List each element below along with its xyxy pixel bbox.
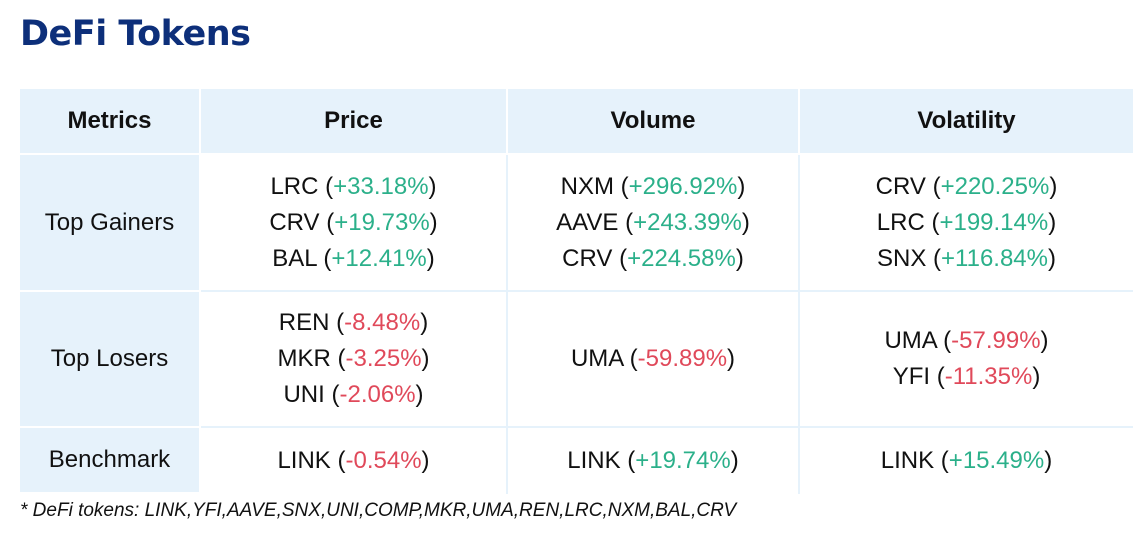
token-change: +199.14% <box>939 208 1049 236</box>
token-entry: YFI (-11.35%) <box>892 363 1041 390</box>
token-change: +33.18% <box>333 172 429 200</box>
volatility-cell: LINK (+15.49%) <box>800 428 1133 494</box>
price-cell: LINK (-0.54%) <box>201 428 508 494</box>
price-cell: LRC (+33.18%) CRV (+19.73%) BAL (+12.41%… <box>201 155 508 292</box>
token-change: +19.73% <box>334 208 430 236</box>
token-change: -0.54% <box>345 447 422 474</box>
row-label: Top Losers <box>20 292 201 428</box>
token-name: UNI <box>283 381 325 408</box>
footnote: * DeFi tokens: LINK,YFI,AAVE,SNX,UNI,COM… <box>20 500 737 521</box>
page-title: DeFi Tokens <box>20 14 251 54</box>
token-change: +243.39% <box>633 208 742 236</box>
token-change: -57.99% <box>951 327 1041 354</box>
header-metrics: Metrics <box>20 89 201 155</box>
token-change: +19.74% <box>635 447 731 474</box>
price-cell: REN (-8.48%) MKR (-3.25%) UNI (-2.06%) <box>201 292 508 428</box>
header-volume: Volume <box>508 89 800 155</box>
token-entry: CRV (+19.73%) <box>269 208 438 236</box>
token-name: UMA <box>884 327 937 354</box>
token-entry: LRC (+33.18%) <box>270 172 437 200</box>
token-change: -11.35% <box>944 363 1033 390</box>
row-top-losers: Top Losers REN (-8.48%) MKR (-3.25%) UNI… <box>20 292 1133 428</box>
token-name: CRV <box>269 208 320 236</box>
row-top-gainers: Top Gainers LRC (+33.18%) CRV (+19.73%) … <box>20 155 1133 292</box>
token-change: +15.49% <box>948 447 1045 474</box>
token-change: +220.25% <box>940 172 1050 200</box>
token-entry: SNX (+116.84%) <box>876 244 1056 272</box>
header-volatility: Volatility <box>800 89 1133 155</box>
volume-cell: LINK (+19.74%) <box>508 428 800 494</box>
token-change: +224.58% <box>627 244 736 272</box>
volatility-cell: UMA (-57.99%) YFI (-11.35%) <box>800 292 1133 428</box>
token-change: -3.25% <box>345 345 422 372</box>
token-name: LINK <box>277 447 331 474</box>
header-price: Price <box>201 89 508 155</box>
token-entry: AAVE (+243.39%) <box>556 208 750 236</box>
token-name: REN <box>278 309 330 336</box>
token-entry: UMA (-59.89%) <box>570 345 736 372</box>
volatility-cell: CRV (+220.25%) LRC (+199.14%) SNX (+116.… <box>800 155 1133 292</box>
token-change: -2.06% <box>339 381 416 408</box>
token-entry: LINK (+15.49%) <box>880 447 1053 474</box>
token-name: LINK <box>567 447 621 474</box>
token-entry: REN (-8.48%) <box>278 309 429 336</box>
token-change: +12.41% <box>331 244 427 272</box>
row-label: Benchmark <box>20 428 201 494</box>
token-change: +296.92% <box>628 172 738 200</box>
token-entry: MKR (-3.25%) <box>277 345 430 372</box>
token-name: YFI <box>892 363 931 390</box>
token-change: -8.48% <box>344 309 421 336</box>
token-name: CRV <box>875 172 926 200</box>
token-name: SNX <box>876 244 927 272</box>
token-change: -59.89% <box>637 345 728 372</box>
token-name: LINK <box>880 447 935 474</box>
token-entry: BAL (+12.41%) <box>272 244 435 272</box>
token-entry: UNI (-2.06%) <box>283 381 424 408</box>
token-entry: LRC (+199.14%) <box>876 208 1057 236</box>
token-name: BAL <box>272 244 317 272</box>
token-entry: LINK (+19.74%) <box>567 447 739 474</box>
token-change: +116.84% <box>941 244 1048 272</box>
row-label: Top Gainers <box>20 155 201 292</box>
token-entry: CRV (+220.25%) <box>875 172 1058 200</box>
volume-cell: NXM (+296.92%) AAVE (+243.39%) CRV (+224… <box>508 155 800 292</box>
header-row: Metrics Price Volume Volatility <box>20 89 1133 155</box>
token-entry: UMA (-57.99%) <box>884 327 1049 354</box>
token-name: LRC <box>876 208 925 236</box>
token-entry: LINK (-0.54%) <box>277 447 430 474</box>
row-benchmark: Benchmark LINK (-0.54%) LINK (+19.74%) L… <box>20 428 1133 494</box>
token-name: NXM <box>560 172 614 200</box>
token-entry: NXM (+296.92%) <box>560 172 746 200</box>
defi-metrics-table: Metrics Price Volume Volatility Top Gain… <box>20 89 1133 494</box>
token-name: MKR <box>277 345 331 372</box>
token-name: LRC <box>270 172 319 200</box>
volume-cell: UMA (-59.89%) <box>508 292 800 428</box>
token-name: UMA <box>570 345 623 372</box>
token-name: CRV <box>562 244 613 272</box>
token-entry: CRV (+224.58%) <box>562 244 744 272</box>
token-name: AAVE <box>556 208 619 236</box>
